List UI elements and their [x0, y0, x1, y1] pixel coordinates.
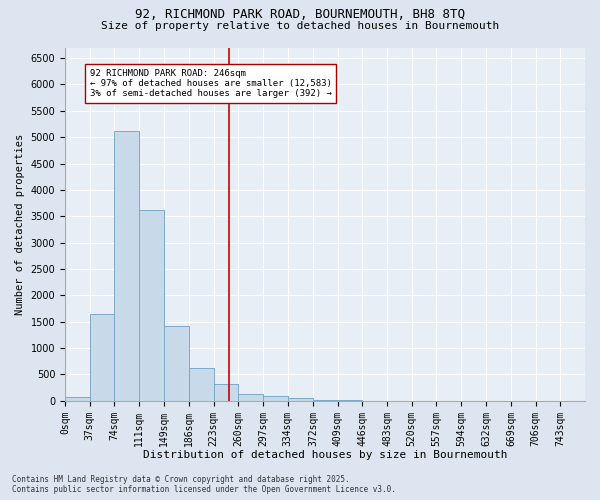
Bar [338, 400, 362, 401]
Text: Contains HM Land Registry data © Crown copyright and database right 2025.
Contai: Contains HM Land Registry data © Crown c… [12, 474, 396, 494]
Text: 92 RICHMOND PARK ROAD: 246sqm
← 97% of detached houses are smaller (12,583)
3% o: 92 RICHMOND PARK ROAD: 246sqm ← 97% of d… [89, 68, 332, 98]
Bar [115, 132, 139, 401]
Bar [263, 396, 287, 401]
Bar [164, 326, 189, 401]
Bar [214, 384, 238, 401]
Bar [313, 400, 338, 401]
X-axis label: Distribution of detached houses by size in Bournemouth: Distribution of detached houses by size … [143, 450, 507, 460]
Bar [287, 398, 313, 401]
Bar [65, 397, 89, 401]
Bar [189, 368, 214, 401]
Text: 92, RICHMOND PARK ROAD, BOURNEMOUTH, BH8 8TQ: 92, RICHMOND PARK ROAD, BOURNEMOUTH, BH8… [135, 8, 465, 20]
Bar [89, 314, 115, 401]
Bar [139, 210, 164, 401]
Bar [238, 394, 263, 401]
Y-axis label: Number of detached properties: Number of detached properties [15, 134, 25, 315]
Text: Size of property relative to detached houses in Bournemouth: Size of property relative to detached ho… [101, 21, 499, 31]
